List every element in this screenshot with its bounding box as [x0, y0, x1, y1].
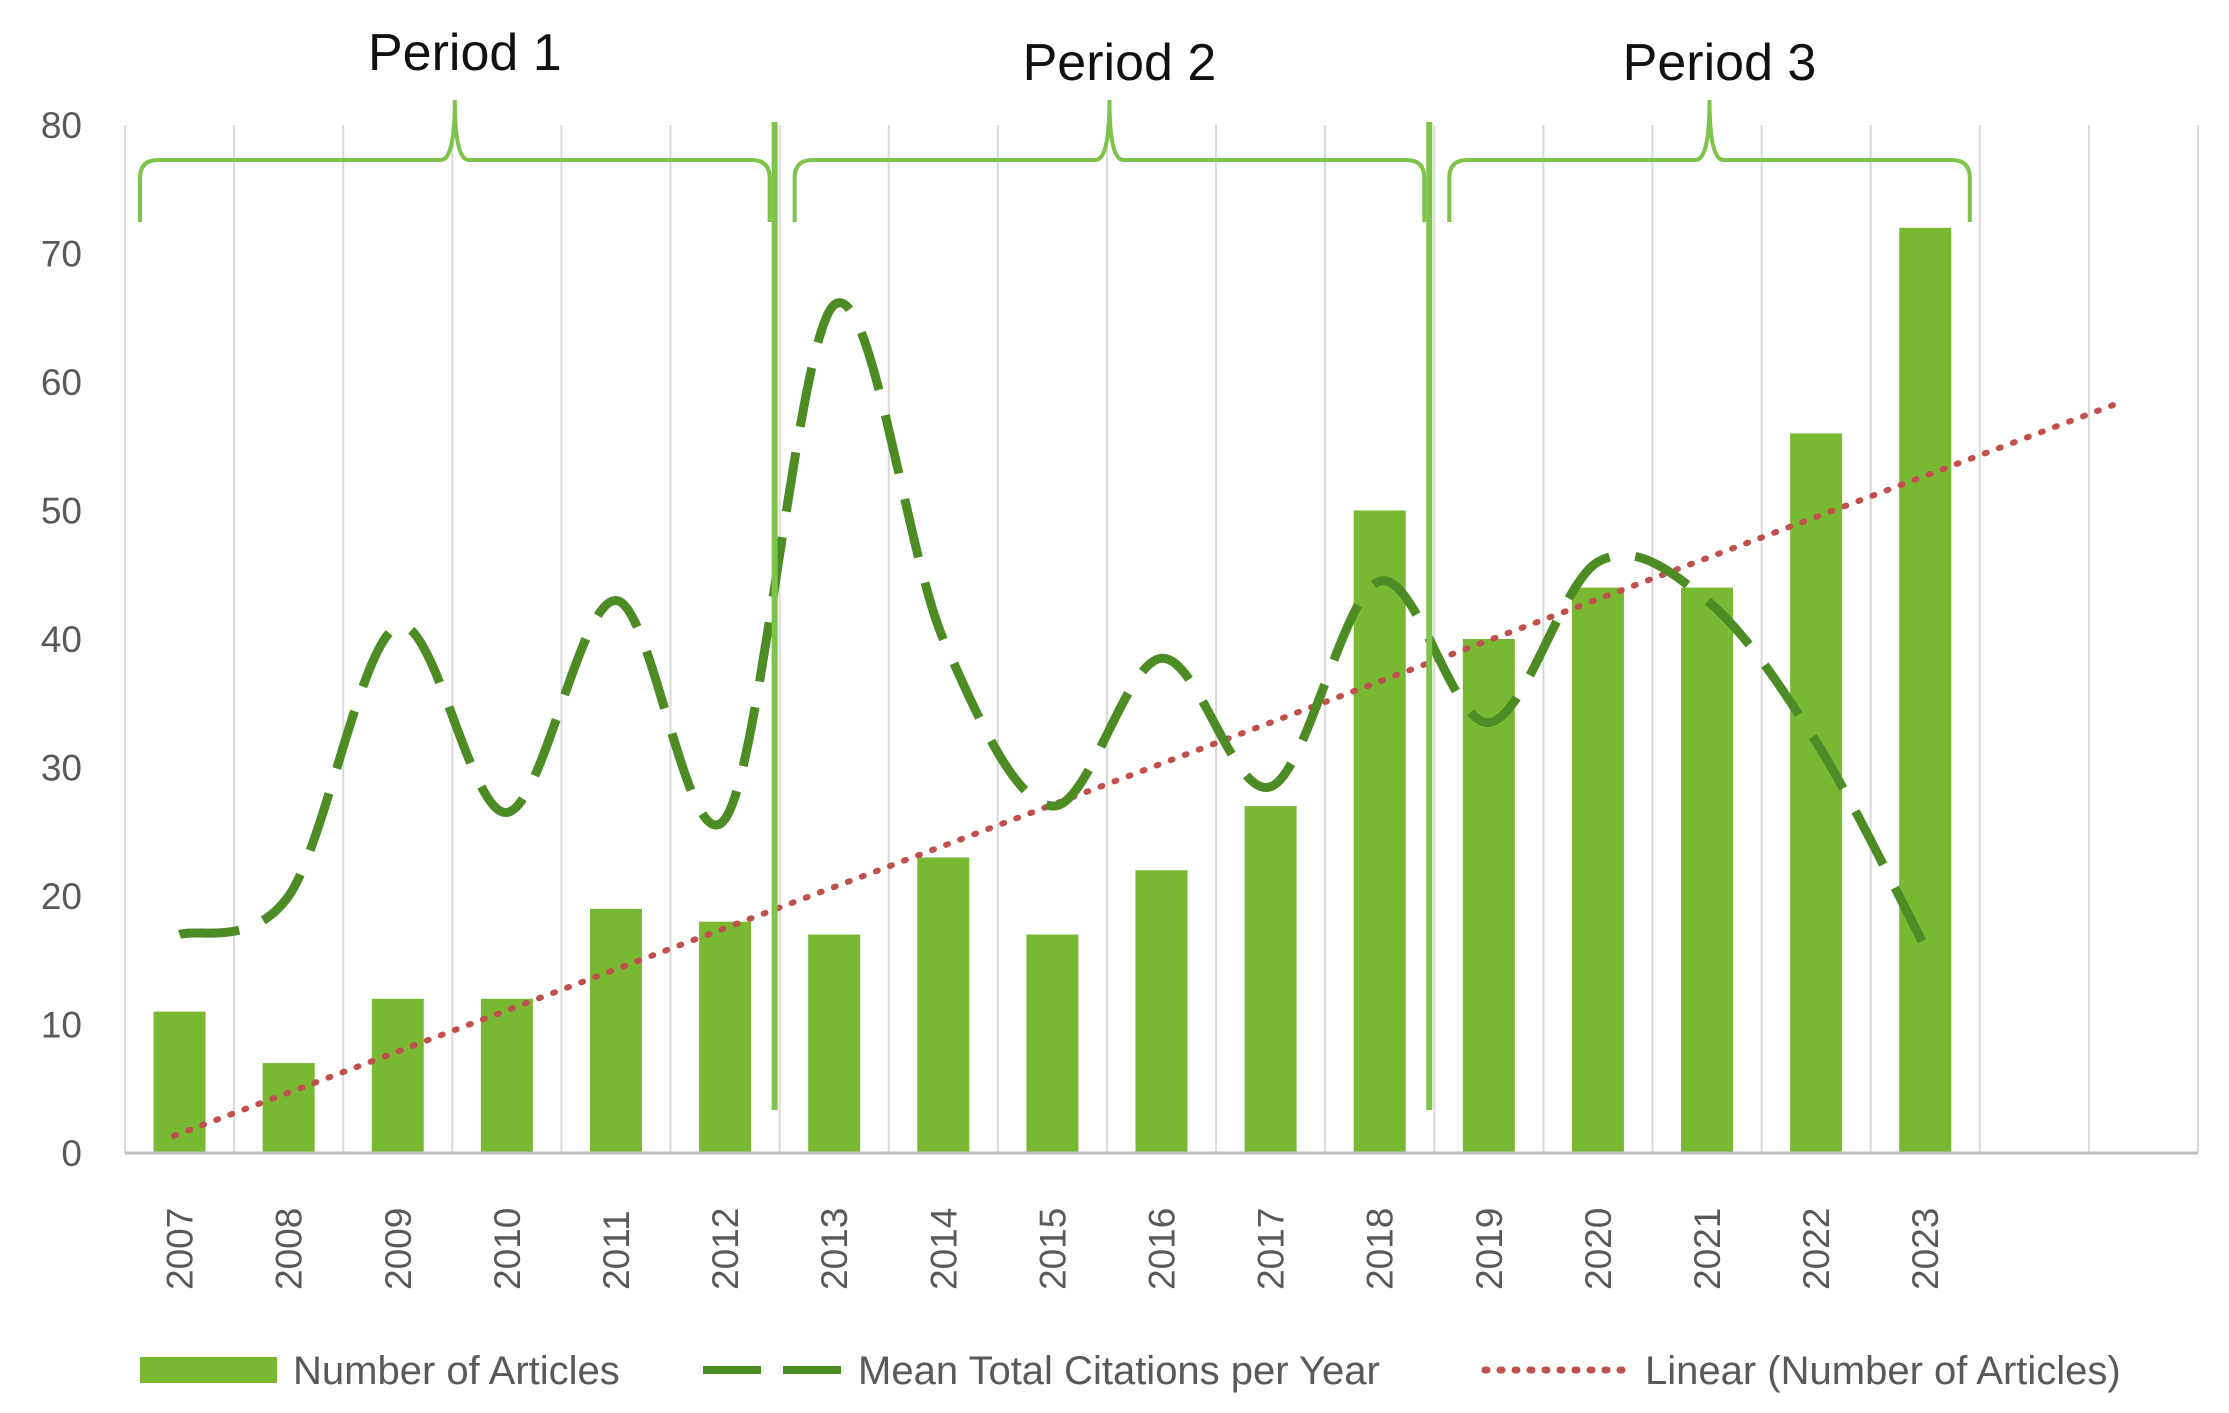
- x-axis-ticks: 2007 2008 2009 2010 2011 2012 2013 2014 2015 2016…: [160, 1208, 1947, 1290]
- legend-label-citations: Mean Total Citations per Year: [858, 1349, 1380, 1393]
- x-tick-label: 2009: [378, 1208, 419, 1290]
- bar: [1135, 870, 1188, 1153]
- period-label: Period 1: [368, 24, 562, 82]
- x-tick-label: 2007: [160, 1208, 201, 1290]
- x-tick-label: 2019: [1469, 1208, 1510, 1290]
- bar: [1026, 934, 1079, 1153]
- y-tick-label: 20: [41, 876, 82, 917]
- bar: [480, 998, 533, 1153]
- x-tick-label: 2016: [1142, 1208, 1183, 1290]
- citations-line: [178, 298, 1930, 950]
- x-tick-label: 2020: [1578, 1208, 1619, 1290]
- citations-path: [178, 298, 1930, 950]
- bar: [1571, 587, 1624, 1153]
- x-tick-label: 2021: [1687, 1208, 1728, 1290]
- x-tick-label: 2011: [596, 1210, 637, 1290]
- bar: [589, 908, 642, 1153]
- legend-label-articles: Number of Articles: [293, 1349, 620, 1393]
- bar: [1353, 510, 1406, 1153]
- trendline: [171, 398, 2125, 1139]
- x-tick-label: 2018: [1360, 1208, 1401, 1290]
- y-tick-label: 30: [41, 748, 82, 789]
- x-tick-label: 2015: [1032, 1208, 1073, 1290]
- period-brackets: Period 1 Period 2 Period 3: [138, 24, 1972, 1110]
- y-tick-label: 0: [61, 1133, 82, 1174]
- x-tick-label: 2008: [269, 1208, 310, 1290]
- article-bars: [153, 227, 1952, 1154]
- bar: [153, 1011, 206, 1153]
- period-bracket: [1447, 99, 1972, 222]
- legend-label-trendline: Linear (Number of Articles): [1645, 1349, 2121, 1393]
- period-label: Period 3: [1623, 34, 1817, 92]
- bar: [808, 934, 861, 1153]
- x-tick-label: 2014: [923, 1208, 964, 1290]
- bar: [917, 857, 970, 1153]
- y-tick-label: 60: [41, 362, 82, 403]
- period-bracket: [138, 99, 772, 222]
- x-tick-label: 2012: [705, 1208, 746, 1290]
- legend-bar-swatch: [140, 1357, 277, 1383]
- x-tick-label: 2023: [1905, 1208, 1946, 1290]
- x-tick-label: 2017: [1251, 1208, 1292, 1290]
- bar: [262, 1063, 315, 1153]
- y-axis-ticks: 0 10 20 30 40 50 60 70 80: [41, 105, 82, 1174]
- y-tick-label: 50: [41, 491, 82, 532]
- bar: [1244, 806, 1297, 1153]
- bar: [699, 921, 752, 1153]
- y-tick-label: 80: [41, 105, 82, 146]
- y-tick-label: 10: [41, 1005, 82, 1046]
- trendline-path: [171, 398, 2125, 1139]
- period-bracket: [792, 99, 1427, 222]
- bar: [1899, 227, 1952, 1154]
- x-tick-label: 2010: [487, 1208, 528, 1290]
- x-tick-label: 2022: [1796, 1208, 1837, 1290]
- bar: [371, 998, 424, 1153]
- x-tick-label: 2013: [814, 1208, 855, 1290]
- bar: [1681, 587, 1734, 1153]
- y-tick-label: 40: [41, 619, 82, 660]
- legend: Number of Articles Mean Total Citations …: [140, 1349, 2121, 1393]
- period-label: Period 2: [1023, 34, 1217, 92]
- bar: [1790, 433, 1843, 1153]
- y-tick-label: 70: [41, 234, 82, 275]
